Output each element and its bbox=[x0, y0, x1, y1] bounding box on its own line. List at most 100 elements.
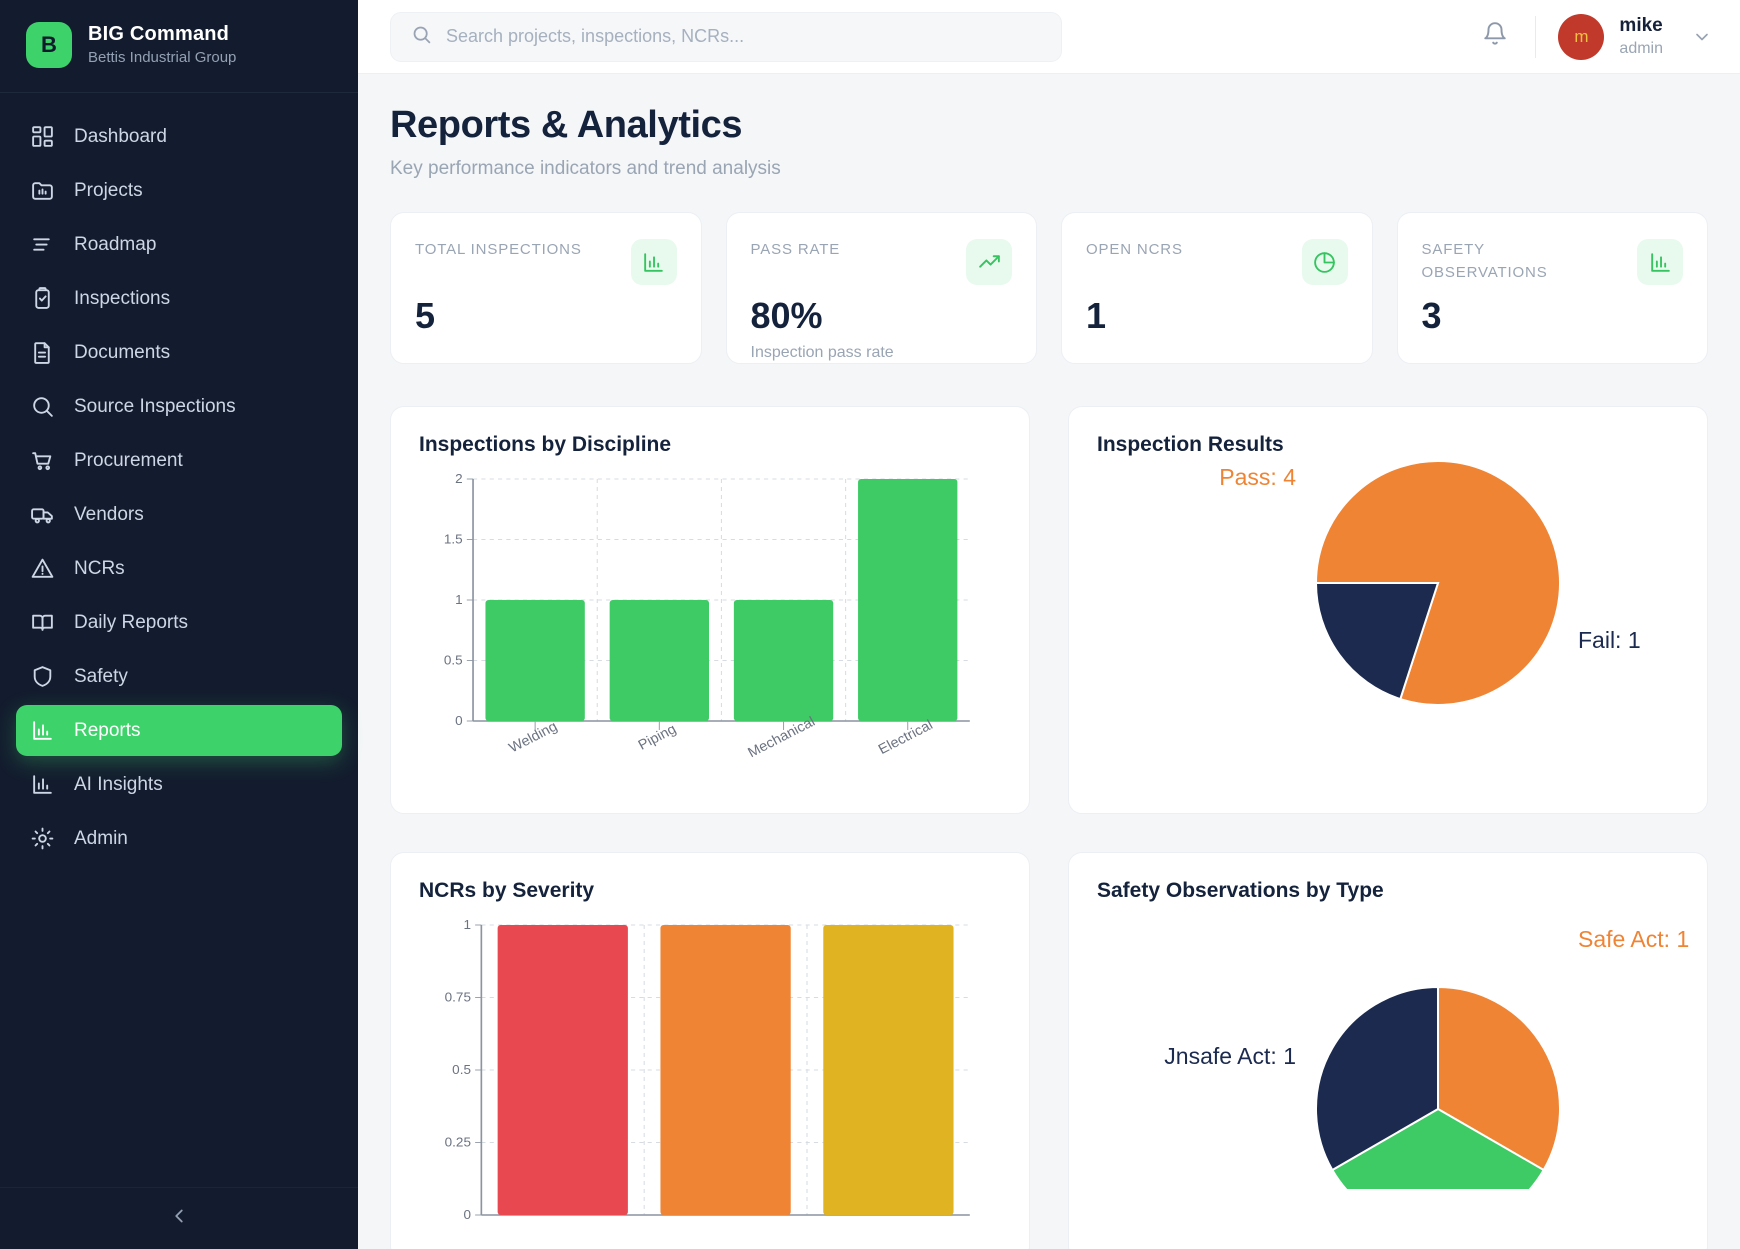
brand-logo: B bbox=[26, 22, 72, 68]
sidebar-item-dashboard[interactable]: Dashboard bbox=[16, 111, 342, 162]
sidebar-item-label: Daily Reports bbox=[74, 611, 189, 633]
avatar: m bbox=[1558, 13, 1605, 60]
panel-inspections-by-discipline: Inspections by Discipline 0 0.5 1 1.5 2 Weldi… bbox=[390, 406, 1030, 814]
chevron-down-icon bbox=[1692, 27, 1712, 47]
kpi-card-total-inspections[interactable]: Total Inspections 5 bbox=[390, 212, 702, 364]
panel-title: NCRs by Severity bbox=[419, 879, 595, 902]
svg-text:0: 0 bbox=[463, 1207, 471, 1222]
sidebar-item-source-inspections[interactable]: Source Inspections bbox=[16, 381, 342, 432]
svg-text:Electrical: Electrical bbox=[876, 717, 936, 757]
brand[interactable]: B BIG Command Bettis Industrial Group bbox=[0, 0, 358, 93]
user-menu[interactable]: m mike admin bbox=[1558, 13, 1712, 60]
kpi-card-pass-rate[interactable]: Pass Rate 80% Inspection pass rate bbox=[725, 212, 1037, 364]
svg-text:1.5: 1.5 bbox=[444, 532, 463, 547]
topbar-divider bbox=[1535, 15, 1537, 58]
sidebar-item-label: Source Inspections bbox=[74, 395, 236, 417]
svg-text:0.5: 0.5 bbox=[452, 1062, 471, 1077]
kpi-caption: Inspection pass rate bbox=[750, 344, 894, 361]
clipboard-check-icon bbox=[30, 286, 55, 311]
shield-icon bbox=[30, 664, 55, 689]
search-icon bbox=[411, 24, 432, 50]
sidebar-nav: Dashboard Projects Roadmap Inspections Docum… bbox=[0, 93, 358, 864]
kpi-value: 80% bbox=[750, 295, 823, 336]
chart-panels: Inspections by Discipline 0 0.5 1 1.5 2 Weldi… bbox=[390, 406, 1708, 1249]
kpi-card-safety-observations[interactable]: Safety Observations 3 bbox=[1396, 212, 1708, 364]
sidebar-item-admin[interactable]: Admin bbox=[16, 813, 342, 864]
brand-subtitle: Bettis Industrial Group bbox=[88, 49, 237, 67]
sidebar-item-label: Documents bbox=[74, 341, 171, 363]
svg-text:1: 1 bbox=[455, 592, 463, 607]
svg-text:Piping: Piping bbox=[636, 721, 679, 753]
sidebar-item-documents[interactable]: Documents bbox=[16, 327, 342, 378]
user-role: admin bbox=[1619, 39, 1663, 57]
sidebar-item-vendors[interactable]: Vendors bbox=[16, 489, 342, 540]
page-content: Reports & Analytics Key performance indi… bbox=[358, 74, 1740, 1249]
folder-icon bbox=[30, 178, 55, 203]
kpi-cards: Total Inspections 5 Pass Rate 80% Inspection… bbox=[390, 212, 1708, 364]
main-area: m mike admin Reports & Analytics Key per… bbox=[358, 0, 1740, 1249]
pie-chart-icon bbox=[1301, 239, 1348, 285]
sidebar-item-inspections[interactable]: Inspections bbox=[16, 273, 342, 324]
sidebar-item-label: Procurement bbox=[74, 449, 183, 471]
kpi-label: Total Inspections bbox=[415, 241, 582, 258]
svg-text:Welding: Welding bbox=[506, 719, 560, 756]
svg-text:0.75: 0.75 bbox=[445, 990, 471, 1005]
panel-inspection-results: Inspection Results Pass: 4 Fail: 1 bbox=[1068, 406, 1708, 814]
kpi-value: 5 bbox=[415, 295, 436, 336]
kpi-label: Open NCRs bbox=[1086, 241, 1183, 258]
svg-text:Safe Act: 1: Safe Act: 1 bbox=[1578, 926, 1689, 952]
pie-chart-safety-observations[interactable]: Safe Act: 1 Jnsafe Act: 1 bbox=[1069, 859, 1707, 1189]
user-name: mike bbox=[1619, 15, 1663, 36]
sidebar-item-label: Admin bbox=[74, 827, 128, 849]
sidebar-item-daily-reports[interactable]: Daily Reports bbox=[16, 597, 342, 648]
sidebar-item-ncrs[interactable]: NCRs bbox=[16, 543, 342, 594]
bar-chart-discipline[interactable]: 0 0.5 1 1.5 2 Welding Piping Mechanical Electric… bbox=[419, 463, 1001, 793]
document-icon bbox=[30, 340, 55, 365]
sidebar-item-projects[interactable]: Projects bbox=[16, 165, 342, 216]
page-title: Reports & Analytics bbox=[390, 104, 743, 146]
sidebar-collapse-button[interactable] bbox=[0, 1187, 358, 1249]
sidebar-item-label: Reports bbox=[74, 719, 141, 741]
svg-text:0.5: 0.5 bbox=[444, 653, 463, 668]
sidebar-item-roadmap[interactable]: Roadmap bbox=[16, 219, 342, 270]
topbar: m mike admin bbox=[358, 0, 1740, 74]
grid-icon bbox=[30, 124, 55, 149]
page-subtitle: Key performance indicators and trend ana… bbox=[390, 158, 781, 179]
svg-text:2: 2 bbox=[455, 471, 463, 486]
bar-chart-icon bbox=[30, 772, 55, 797]
cart-icon bbox=[30, 448, 55, 473]
truck-icon bbox=[30, 502, 55, 527]
svg-text:Jnsafe Act: 1: Jnsafe Act: 1 bbox=[1164, 1043, 1296, 1069]
sidebar-item-label: Dashboard bbox=[74, 125, 167, 147]
warning-triangle-icon bbox=[30, 556, 55, 581]
search-input[interactable] bbox=[446, 26, 1041, 47]
svg-text:Pass: 4: Pass: 4 bbox=[1219, 464, 1296, 490]
sidebar-item-label: Vendors bbox=[74, 503, 144, 525]
bar-chart-icon bbox=[1637, 239, 1683, 285]
kpi-value: 3 bbox=[1421, 295, 1442, 336]
bar-chart-ncr-severity[interactable]: 0 0.25 0.5 0.75 1 bbox=[419, 909, 1001, 1239]
svg-text:0.25: 0.25 bbox=[445, 1135, 471, 1150]
sidebar-item-safety[interactable]: Safety bbox=[16, 651, 342, 702]
sidebar-item-procurement[interactable]: Procurement bbox=[16, 435, 342, 486]
sidebar-item-label: Inspections bbox=[74, 287, 171, 309]
sidebar-item-ai-insights[interactable]: AI Insights bbox=[16, 759, 342, 810]
search-icon bbox=[30, 394, 55, 419]
sidebar-item-label: Safety bbox=[74, 665, 128, 687]
panel-ncrs-by-severity: NCRs by Severity 0 0.25 0.5 0.75 1 bbox=[390, 852, 1030, 1249]
brand-title: BIG Command bbox=[88, 23, 230, 46]
panel-title: Inspection Results bbox=[1097, 433, 1284, 456]
svg-text:Fail: 1: Fail: 1 bbox=[1578, 627, 1641, 653]
bar-chart-icon bbox=[630, 239, 677, 285]
notifications-button[interactable] bbox=[1473, 15, 1517, 59]
chevron-left-icon bbox=[168, 1205, 190, 1232]
kpi-card-open-ncrs[interactable]: Open NCRs 1 bbox=[1061, 212, 1373, 364]
kpi-value: 1 bbox=[1086, 295, 1107, 336]
sidebar-item-label: Roadmap bbox=[74, 233, 157, 255]
sidebar-item-label: Projects bbox=[74, 179, 143, 201]
gear-icon bbox=[30, 826, 55, 851]
pie-chart-inspection-results[interactable]: Pass: 4 Fail: 1 bbox=[1069, 413, 1707, 743]
sidebar-item-reports[interactable]: Reports bbox=[16, 705, 342, 756]
search-box[interactable] bbox=[390, 11, 1062, 62]
